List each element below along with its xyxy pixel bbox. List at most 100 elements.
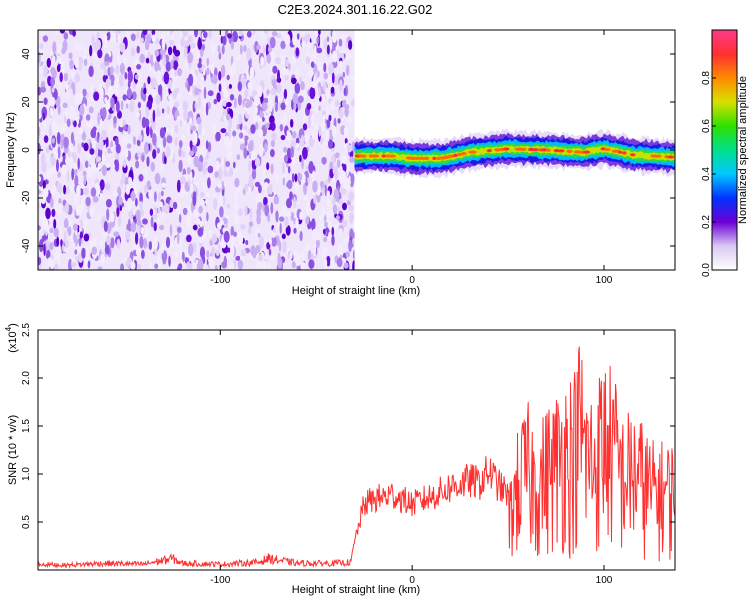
noise-speck <box>281 30 285 38</box>
noise-speck <box>88 106 94 114</box>
noise-speck <box>198 237 203 243</box>
noise-speck <box>110 146 115 152</box>
noise-speck <box>347 116 352 125</box>
noise-speck <box>222 100 227 107</box>
noise-speck <box>325 128 330 141</box>
x-tick-label: -100 <box>210 575 230 586</box>
noise-speck <box>287 253 291 260</box>
noise-speck <box>100 62 106 70</box>
noise-speck <box>63 72 68 82</box>
noise-speck <box>297 253 301 265</box>
noise-speck <box>122 94 127 101</box>
noise-speck <box>221 44 225 55</box>
y-tick-label: 0.5 <box>21 515 32 529</box>
noise-speck <box>244 204 248 217</box>
noise-speck <box>226 101 232 108</box>
noise-speck <box>201 43 206 51</box>
noise-speck <box>74 57 80 69</box>
noise-speck <box>286 198 292 209</box>
noise-speck <box>163 71 170 85</box>
noise-speck <box>56 159 59 173</box>
noise-speck <box>318 30 321 36</box>
noise-speck <box>207 90 214 97</box>
noise-speck <box>110 237 115 249</box>
noise-speck <box>350 173 355 185</box>
noise-speck <box>161 182 167 188</box>
noise-speck <box>142 30 148 36</box>
noise-speck <box>249 95 253 108</box>
noise-speck <box>70 181 74 194</box>
noise-speck <box>302 147 308 160</box>
noise-speck <box>68 141 74 154</box>
noise-speck <box>268 248 272 256</box>
noise-speck <box>271 236 277 247</box>
noise-speck <box>208 256 215 269</box>
noise-speck <box>331 125 337 138</box>
noise-speck <box>57 171 61 178</box>
noise-speck <box>43 243 46 256</box>
noise-speck <box>125 149 129 158</box>
noise-speck <box>140 226 145 235</box>
noise-speck <box>137 263 141 270</box>
noise-speck <box>199 220 204 228</box>
spectrogram-y-ticks: -40 -20 0 20 40 <box>21 48 675 253</box>
noise-speck <box>218 52 222 60</box>
noise-speck <box>275 103 278 112</box>
noise-speck <box>70 234 73 241</box>
noise-speck <box>49 107 54 117</box>
noise-speck <box>217 194 224 207</box>
noise-speck <box>119 42 126 53</box>
noise-speck <box>335 152 340 159</box>
noise-speck <box>202 96 207 108</box>
noise-speck <box>83 174 87 186</box>
noise-speck <box>146 180 151 189</box>
noise-speck <box>115 64 120 75</box>
noise-speck <box>128 177 133 186</box>
noise-speck <box>216 92 221 103</box>
noise-speck <box>243 135 249 141</box>
noise-speck <box>347 183 351 190</box>
noise-speck <box>236 55 241 61</box>
noise-speck <box>203 160 208 167</box>
noise-speck <box>130 191 136 202</box>
noise-speck <box>193 191 197 197</box>
noise-speck <box>120 100 124 111</box>
noise-speck <box>345 235 350 244</box>
noise-speck <box>260 56 265 66</box>
noise-speck <box>247 81 254 90</box>
noise-speck <box>299 211 303 221</box>
noise-speck <box>332 204 338 215</box>
noise-speck <box>105 137 109 149</box>
noise-speck <box>127 70 133 83</box>
noise-speck <box>107 78 112 86</box>
snr-y-scale-exponent: 4 <box>4 326 13 331</box>
noise-speck <box>298 76 303 83</box>
noise-speck <box>83 142 89 152</box>
noise-speck <box>199 246 206 259</box>
noise-speck <box>48 242 54 251</box>
noise-speck <box>243 45 247 52</box>
noise-speck <box>201 83 204 93</box>
noise-speck <box>62 206 69 212</box>
noise-speck <box>91 138 97 151</box>
noise-speck <box>223 156 227 170</box>
noise-speck <box>237 259 244 270</box>
noise-speck <box>49 227 54 234</box>
noise-speck <box>189 140 193 149</box>
noise-speck <box>206 57 210 67</box>
noise-speck <box>254 106 258 115</box>
noise-speck <box>322 228 326 235</box>
noise-speck <box>41 161 47 173</box>
noise-speck <box>320 137 323 146</box>
noise-speck <box>86 91 89 99</box>
noise-speck <box>281 205 286 213</box>
noise-speck <box>217 45 221 53</box>
noise-speck <box>74 72 80 84</box>
noise-speck <box>126 143 132 149</box>
noise-speck <box>333 224 339 231</box>
noise-speck <box>165 61 171 72</box>
noise-speck <box>271 79 277 87</box>
noise-speck <box>270 163 274 175</box>
noise-speck <box>197 62 202 69</box>
noise-speck <box>248 221 254 228</box>
